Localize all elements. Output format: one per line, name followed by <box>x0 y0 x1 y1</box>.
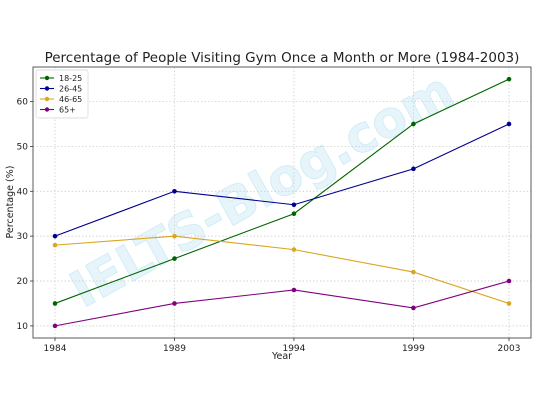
legend-item: 65+ <box>40 106 76 115</box>
series-65+ <box>52 278 512 329</box>
data-point <box>291 211 297 217</box>
series-lines <box>52 76 512 329</box>
data-point <box>411 305 416 311</box>
legend-label: 65+ <box>59 106 76 115</box>
legend-item: 18-25 <box>40 74 82 83</box>
x-axis-title: Year <box>271 351 292 362</box>
data-point <box>52 301 58 306</box>
data-point <box>411 269 416 275</box>
data-point <box>172 301 177 306</box>
data-point <box>291 287 297 293</box>
legend-item: 26-45 <box>40 85 82 94</box>
data-point <box>172 188 177 194</box>
data-point <box>172 233 177 239</box>
series-18-25 <box>52 76 512 306</box>
y-tick-label: 10 <box>17 322 29 332</box>
grid-lines <box>33 67 531 338</box>
watermark-text: IELTS-Blog.com <box>61 61 463 319</box>
x-tick-label: 2003 <box>498 344 521 354</box>
data-point <box>506 278 512 284</box>
data-point <box>291 247 297 252</box>
y-tick-label: 30 <box>17 232 29 242</box>
data-point <box>291 202 297 208</box>
data-point <box>506 301 512 306</box>
legend-swatch-marker <box>44 86 50 91</box>
legend-swatch-marker <box>44 96 50 102</box>
data-point <box>52 242 58 248</box>
y-axis: 10 20 30 40 50 60 <box>17 98 33 332</box>
series-46-65 <box>52 233 512 306</box>
legend-item: 46-65 <box>40 95 82 104</box>
x-tick-label: 1999 <box>402 344 425 354</box>
data-point <box>506 121 512 127</box>
data-point <box>411 166 416 172</box>
plot-frame <box>32 66 532 339</box>
y-tick-label: 40 <box>17 187 29 197</box>
data-point <box>52 323 58 329</box>
legend-label: 26-45 <box>59 85 82 94</box>
data-point <box>411 121 416 127</box>
y-tick-label: 20 <box>17 277 29 287</box>
data-point <box>506 76 512 82</box>
y-axis-title: Percentage (%) <box>5 166 16 239</box>
x-tick-label: 1994 <box>282 344 305 354</box>
data-point <box>172 256 177 261</box>
legend-swatch-marker <box>44 75 50 81</box>
series-26-45 <box>52 121 512 239</box>
legend-swatch-marker <box>44 107 50 112</box>
chart-title: Percentage of People Visiting Gym Once a… <box>45 50 520 66</box>
data-point <box>52 233 58 239</box>
y-tick-label: 50 <box>17 142 29 152</box>
y-tick-label: 60 <box>17 98 29 108</box>
x-axis: 1984 1989 1994 1999 2003 <box>44 338 521 354</box>
x-tick-label: 1984 <box>44 344 67 354</box>
x-tick-label: 1989 <box>163 344 186 354</box>
legend-label: 46-65 <box>59 95 82 104</box>
legend-label: 18-25 <box>59 74 82 83</box>
legend-box <box>35 69 89 119</box>
